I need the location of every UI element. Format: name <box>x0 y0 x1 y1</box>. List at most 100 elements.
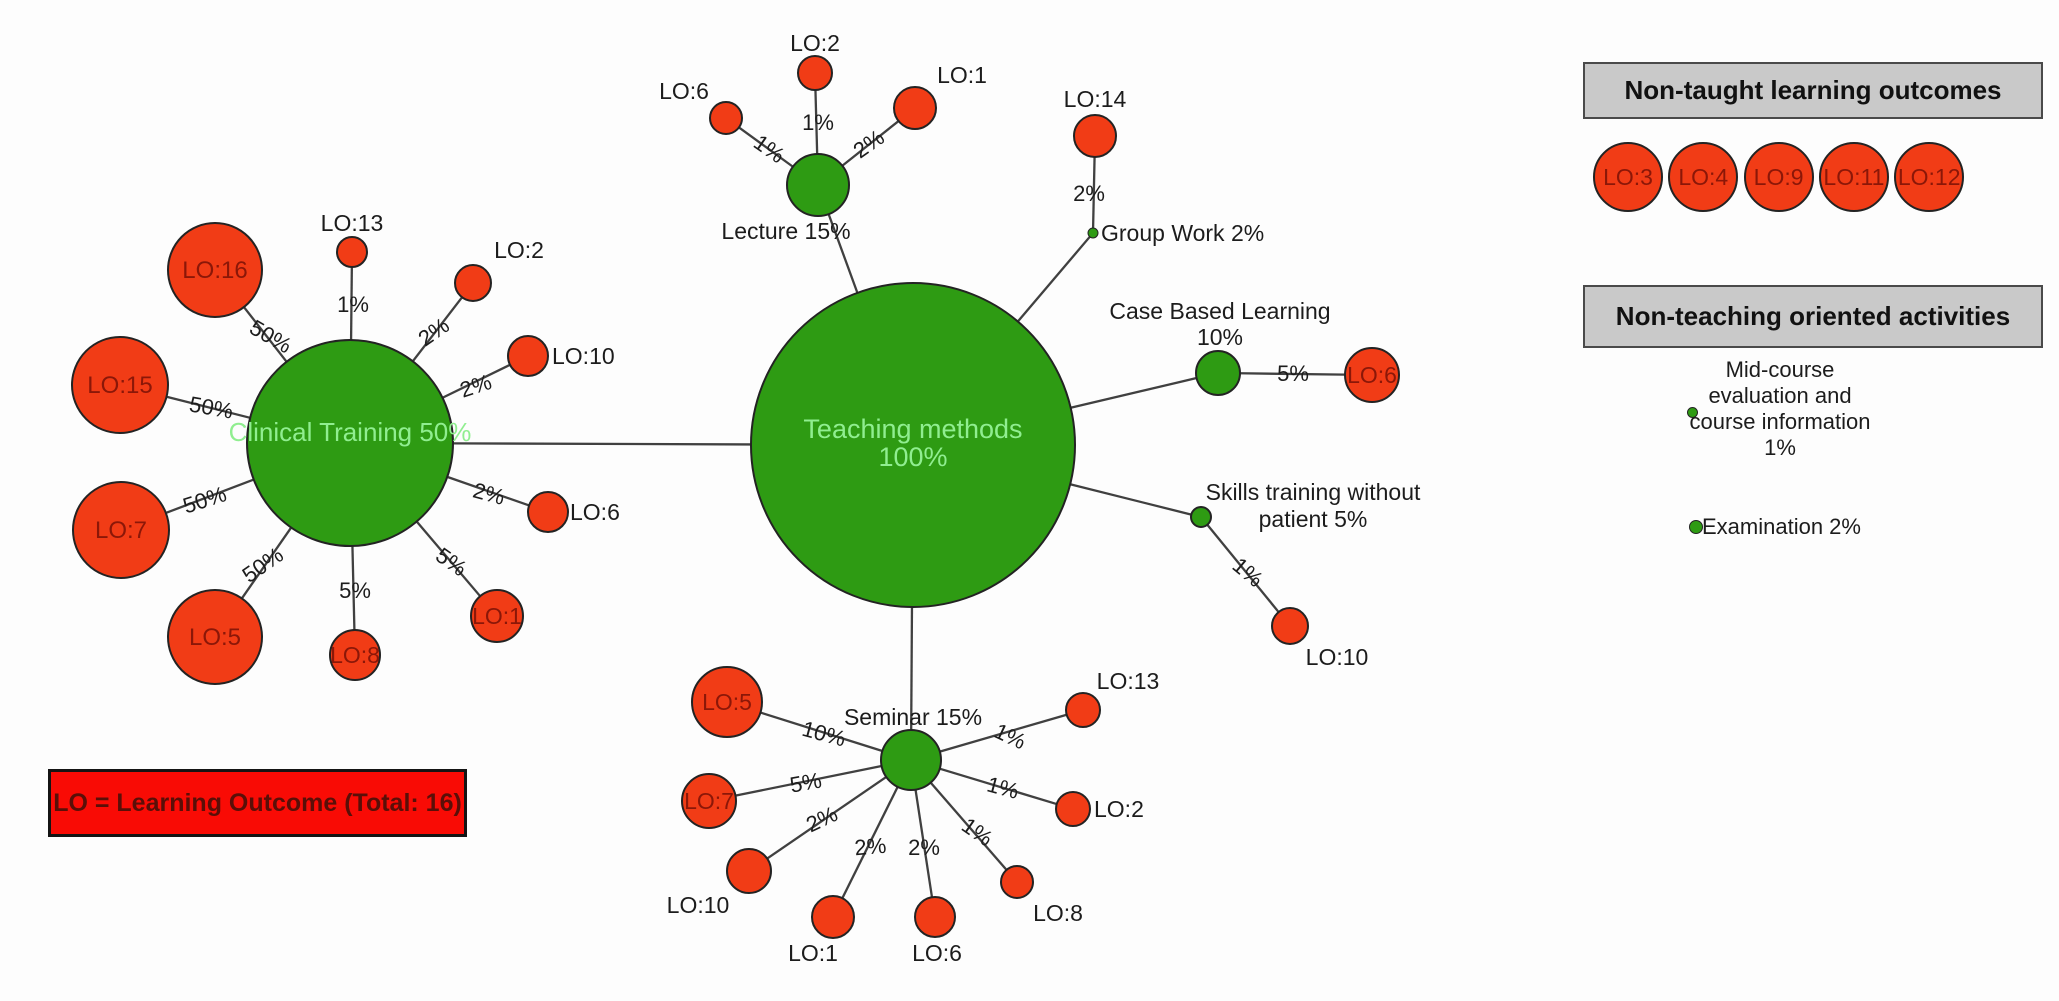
edge-line-lo2S-seminar <box>939 767 1058 806</box>
node-label-lo15: LO:15 <box>87 372 152 399</box>
edge-weight-label: 5% <box>788 768 824 798</box>
edge-line-lo10S-seminar <box>766 776 887 860</box>
outcome-node-lo1L <box>893 86 937 130</box>
node-label-lo14: LO:14 <box>1064 86 1127 112</box>
outcome-node-lo8S <box>1000 865 1034 899</box>
mid-course-evaluation-label: Mid-course evaluation and course informati… <box>1630 357 1930 461</box>
outcome-node-lo5S <box>691 666 763 738</box>
edge-line-lo10K-skills <box>1206 524 1280 613</box>
outcome-node-lo6S <box>914 896 956 938</box>
node-label-lo10C: LO:10 <box>552 343 615 369</box>
non-taught-outcome-lo-4: LO:4 <box>1668 142 1739 212</box>
edge-weight-label: 1% <box>990 718 1029 754</box>
node-label-lecture: Lecture 15% <box>721 218 850 244</box>
edge-line-lo8S-seminar <box>929 781 1008 871</box>
node-label-lo13C: LO:13 <box>321 210 384 236</box>
method-node-teaching <box>750 282 1076 608</box>
non-taught-outcome-lo-11: LO:11 <box>1818 142 1889 212</box>
method-node-seminar <box>880 729 942 791</box>
node-label-cbl: Case Based Learning 10% <box>1109 298 1330 350</box>
outcome-node-lo6L <box>709 101 743 135</box>
edge-line-lo15-clinical <box>166 395 251 419</box>
edge-line-lo5S-seminar <box>760 711 883 753</box>
node-label-lo13S: LO:13 <box>1097 668 1160 694</box>
node-label-lo1S: LO:1 <box>788 940 838 966</box>
method-node-cbl <box>1195 350 1241 396</box>
node-label-skills: Skills training without patient 5% <box>1206 479 1421 532</box>
node-label-lo2C: LO:2 <box>494 237 544 263</box>
edge-weight-label: 50% <box>237 542 287 588</box>
mid-course-evaluation-label-line: Mid-course <box>1725 357 1835 382</box>
edge-weight-label: 1% <box>802 110 834 135</box>
node-label-lo2L: LO:2 <box>790 30 840 56</box>
edge-line-lecture-teaching <box>827 213 859 294</box>
edge-line-lo6S-seminar <box>914 789 934 898</box>
edge-line-clinical-teaching <box>452 442 752 446</box>
edge-weight-label: 2% <box>470 478 507 510</box>
legend-box: LO = Learning Outcome (Total: 16) <box>48 769 467 837</box>
edge-line-lo7C-clinical <box>165 478 255 515</box>
edge-line-lo2L-lecture <box>814 89 819 155</box>
node-label-lo2S: LO:2 <box>1094 796 1144 822</box>
node-label-lo8C: LO:8 <box>330 642 380 668</box>
legend-text: LO = Learning Outcome (Total: 16) <box>53 788 462 817</box>
mid-course-evaluation-dot <box>1687 407 1698 418</box>
edge-line-cbl-teaching <box>1070 376 1197 409</box>
edge-line-lo10C-clinical <box>442 363 511 399</box>
edge-weight-label: 50% <box>180 481 230 518</box>
outcome-node-lo6Cl <box>527 491 569 533</box>
outcome-node-lo7C <box>72 481 170 579</box>
node-label-lo7C: LO:7 <box>95 517 147 544</box>
node-label-lo5C: LO:5 <box>189 624 241 651</box>
node-label-lo7S: LO:7 <box>684 788 734 814</box>
edge-weight-label: 50% <box>245 315 296 359</box>
edge-line-lo1L-lecture <box>841 120 900 167</box>
node-label-lo6L: LO:6 <box>659 78 709 104</box>
outcome-node-lo10K <box>1271 607 1309 645</box>
outcome-node-lo13C <box>336 236 368 268</box>
edge-weight-label: 2% <box>414 312 454 351</box>
node-label-clinical: Clinical Training 50% <box>229 417 472 447</box>
outcome-node-lo13S <box>1065 692 1101 728</box>
edge-weight-label: 1% <box>984 772 1021 804</box>
edge-weight-label: 5% <box>431 542 471 581</box>
edge-line-lo6L-lecture <box>738 126 794 168</box>
node-label-groupwork: Group Work 2% <box>1101 220 1264 246</box>
node-label-lo10K: LO:10 <box>1306 644 1369 670</box>
edge-weight-label: 10% <box>799 716 848 752</box>
outcome-node-lo5C <box>167 589 263 685</box>
node-label-teaching: Teaching methods 100% <box>803 414 1022 472</box>
edge-weight-label: 2% <box>853 833 887 861</box>
method-node-clinical <box>246 339 454 547</box>
edge-line-lo1C-clinical <box>415 520 482 597</box>
edge-line-skills-teaching <box>1069 483 1192 516</box>
edge-line-lo14-groupwork <box>1091 156 1096 229</box>
node-label-lo1C: LO:1 <box>472 603 522 629</box>
node-label-lo5S: LO:5 <box>702 689 752 715</box>
node-label-lo16: LO:16 <box>182 257 247 284</box>
mid-course-evaluation-label-line: 1% <box>1764 435 1796 460</box>
mid-course-evaluation-label-line: evaluation and <box>1708 383 1852 408</box>
edge-line-lo13S-seminar <box>939 713 1067 753</box>
outcome-node-lo14 <box>1073 114 1117 158</box>
edge-weight-label: 1% <box>749 129 789 168</box>
edge-line-lo7S-seminar <box>735 764 882 797</box>
edge-line-lo8C-clinical <box>351 545 356 631</box>
node-label-seminar: Seminar 15% <box>844 704 982 730</box>
outcome-node-lo8C <box>329 629 381 681</box>
outcome-node-lo2C <box>454 264 492 302</box>
outcome-node-lo1C <box>470 589 524 643</box>
edge-line-lo13C-clinical <box>349 266 353 341</box>
edge-line-lo16-clinical <box>243 306 288 363</box>
outcome-node-lo15 <box>71 336 169 434</box>
node-label-lo6S: LO:6 <box>912 940 962 966</box>
outcome-node-lo7S <box>681 773 737 829</box>
non-teaching-activities-title: Non-teaching oriented activities <box>1615 301 2011 331</box>
outcome-node-lo6C <box>1344 347 1400 403</box>
node-label-lo8S: LO:8 <box>1033 900 1083 926</box>
node-label-lo1L: LO:1 <box>937 62 987 88</box>
edge-weight-label: 5% <box>1277 361 1309 386</box>
outcome-node-lo10C <box>507 335 549 377</box>
node-label-lo10S: LO:10 <box>667 892 730 918</box>
